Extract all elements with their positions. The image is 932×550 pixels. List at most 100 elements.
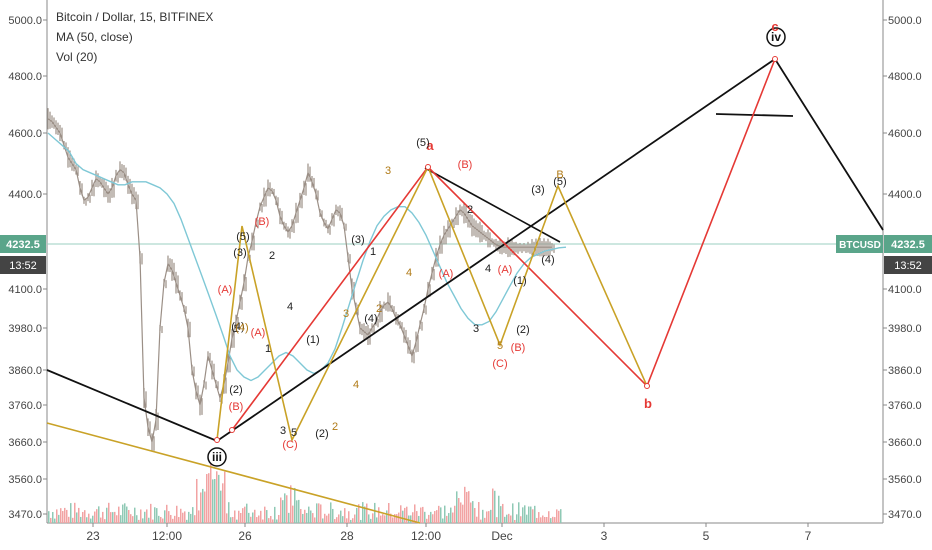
volume-bar — [560, 509, 562, 523]
volume-bar — [368, 514, 370, 523]
y-tick-label-right: 5000.0 — [888, 15, 922, 27]
volume-bar — [478, 502, 480, 523]
volume-bar — [208, 473, 210, 523]
volume-bar — [500, 506, 502, 523]
volume-bar — [324, 513, 326, 523]
volume-bar — [356, 507, 358, 523]
volume-bar — [54, 518, 56, 523]
symbol-title[interactable]: Bitcoin / Dollar, 15, BITFINEX — [56, 10, 214, 24]
wave-label-iii: iii — [212, 450, 222, 464]
volume-bar — [538, 512, 540, 523]
volume-bar — [102, 511, 104, 523]
volume-bar — [60, 508, 62, 523]
dark-wave-label: 1 — [370, 246, 376, 258]
volume-bar — [534, 505, 536, 523]
volume-bar — [138, 519, 140, 523]
y-tick-label-left: 3760.0 — [8, 400, 42, 412]
red-wave-label: (A) — [218, 284, 233, 296]
volume-bar — [110, 512, 112, 523]
volume-bar — [432, 514, 434, 523]
volume-bar — [224, 471, 226, 523]
volume-bar — [320, 504, 322, 523]
volume-bar — [438, 505, 440, 523]
volume-bar — [292, 505, 294, 523]
volume-bar — [132, 516, 134, 523]
volume-bar — [156, 508, 158, 523]
volume-bar — [174, 515, 176, 523]
volume-bar — [440, 507, 442, 523]
wave-point-marker — [772, 56, 778, 62]
dark-wave-label: (1) — [513, 275, 526, 287]
volume-bar — [492, 488, 494, 523]
volume-bar — [468, 491, 470, 523]
dark-wave-label: (4) — [541, 254, 554, 266]
y-tick-label-right: 3560.0 — [888, 474, 922, 486]
volume-bar — [380, 515, 382, 523]
volume-bar — [154, 507, 156, 523]
y-tick-label-left: 5000.0 — [8, 15, 42, 27]
volume-bar — [308, 506, 310, 523]
volume-bar — [80, 516, 82, 523]
price-line — [47, 118, 552, 443]
price-badge-right — [884, 235, 932, 253]
volume-bar — [56, 509, 58, 523]
volume-bar — [412, 512, 414, 523]
y-tick-label-right: 3860.0 — [888, 365, 922, 377]
volume-bar — [286, 495, 288, 523]
y-tick-label-right: 3760.0 — [888, 400, 922, 412]
volume-bar — [266, 510, 268, 523]
volume-bar — [470, 502, 472, 523]
volume-bar — [462, 504, 464, 523]
gold-trendline-lower — [46, 422, 421, 524]
dark-wave-label: 2 — [467, 204, 473, 216]
volume-bar — [374, 502, 376, 523]
dark-wave-label: (4) — [364, 313, 377, 325]
volume-bar — [148, 517, 150, 523]
volume-bar — [62, 511, 64, 523]
volume-indicator-label[interactable]: Vol (20) — [56, 50, 98, 64]
volume-bar — [122, 504, 124, 523]
volume-bar — [392, 517, 394, 523]
red-wave-path — [231, 58, 776, 431]
volume-bar — [170, 514, 172, 523]
volume-bar — [366, 503, 368, 523]
ma-indicator-label[interactable]: MA (50, close) — [56, 30, 133, 44]
volume-bar — [460, 502, 462, 523]
volume-bar — [66, 509, 68, 523]
volume-bar — [444, 505, 446, 523]
volume-bar — [218, 474, 220, 523]
volume-bar — [548, 511, 550, 523]
dark-wave-label: (4) — [231, 321, 244, 333]
wave-point-marker — [214, 437, 220, 443]
volume-bar — [272, 519, 274, 523]
volume-bar — [64, 507, 66, 523]
time-badge-right-text: 13:52 — [894, 260, 922, 272]
volume-bar — [454, 505, 456, 523]
dark-wave-label: 3 — [473, 323, 479, 335]
red-wave-label: (C) — [492, 358, 507, 370]
volume-bar — [282, 500, 284, 523]
volume-bar — [284, 493, 286, 523]
price-badge-left — [0, 235, 46, 253]
volume-bar — [328, 513, 330, 523]
volume-bar — [158, 515, 160, 523]
volume-bar — [176, 505, 178, 523]
volume-bar — [512, 503, 514, 523]
volume-bar — [244, 506, 246, 523]
volume-bar — [304, 509, 306, 523]
volume-bar — [342, 516, 344, 523]
y-tick-label-left: 4800.0 — [8, 71, 42, 83]
volume-bar — [136, 515, 138, 523]
volume-bar — [192, 507, 194, 523]
volume-bar — [86, 517, 88, 523]
volume-bar — [388, 503, 390, 523]
volume-bar — [186, 519, 188, 523]
volume-bar — [144, 511, 146, 523]
volume-bar — [458, 498, 460, 523]
gold-wave-label: 2 — [376, 303, 382, 315]
volume-bar — [164, 510, 166, 523]
volume-bar — [234, 510, 236, 523]
volume-bar — [78, 507, 80, 523]
volume-bar — [530, 506, 532, 523]
